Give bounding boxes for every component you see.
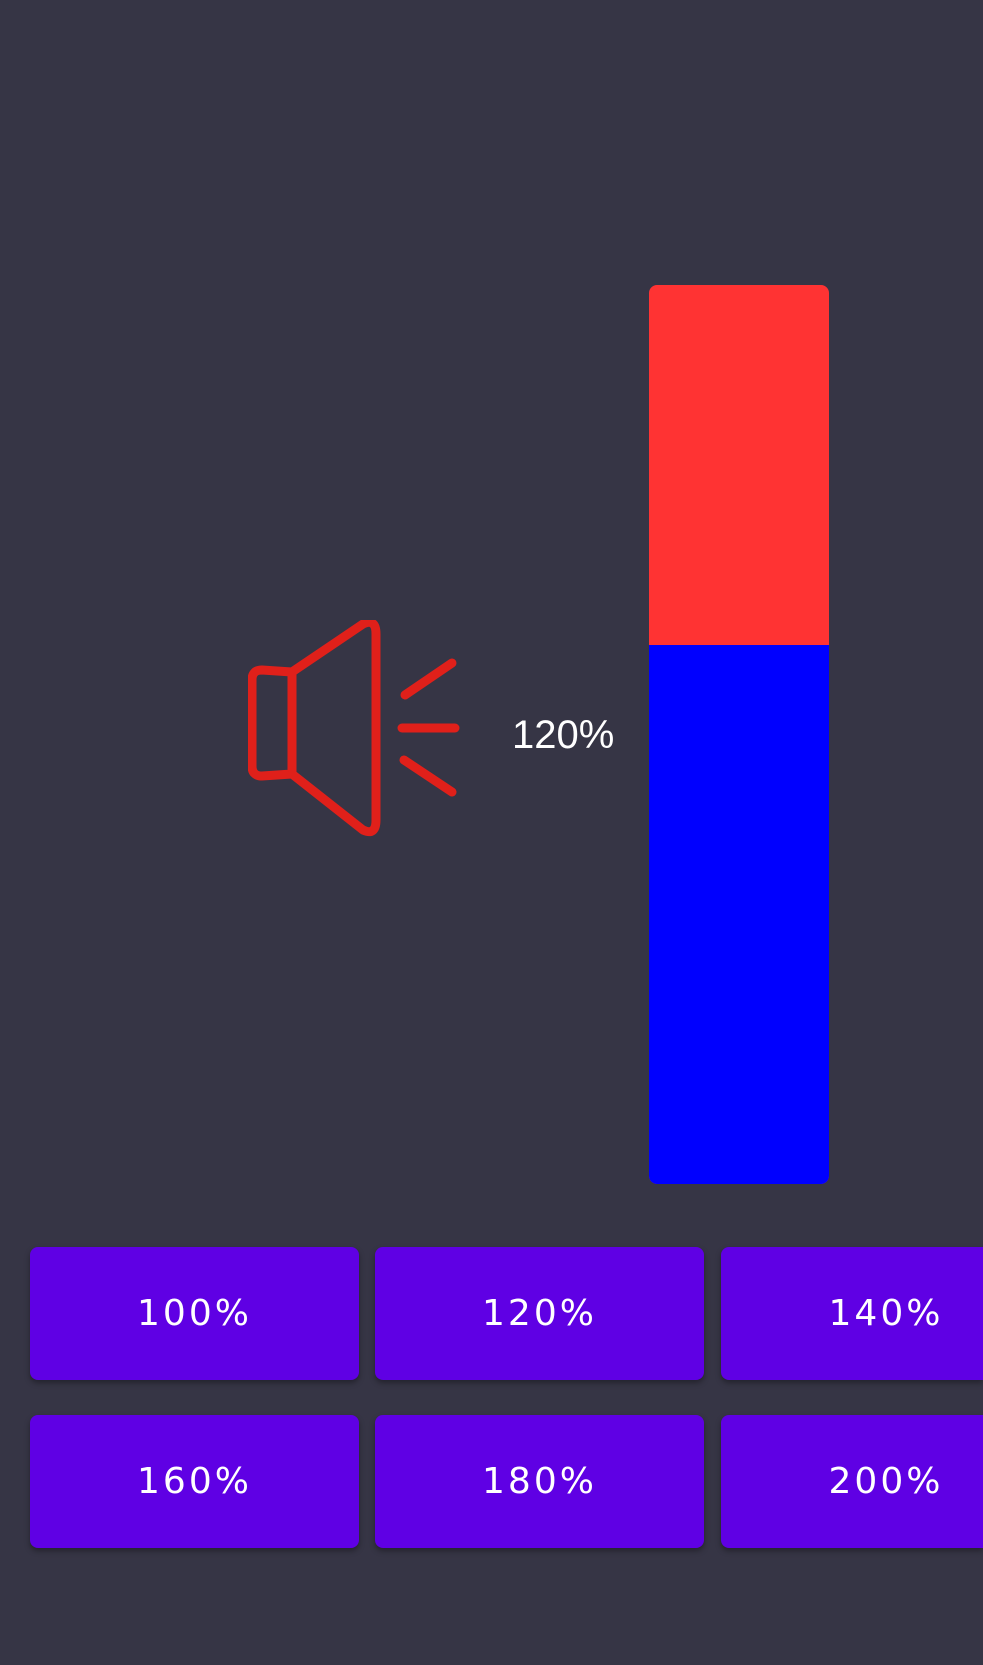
volume-slider[interactable] [649,285,829,1184]
volume-slider-fill [649,644,829,1184]
preset-180-button[interactable]: 180% [375,1415,704,1548]
preset-100-button[interactable]: 100% [30,1247,359,1380]
preset-200-button[interactable]: 200% [721,1415,983,1548]
speaker-icon [247,617,490,840]
preset-160-button[interactable]: 160% [30,1415,359,1548]
preset-140-button[interactable]: 140% [721,1247,983,1380]
volume-level-label: 120% [512,713,615,757]
preset-120-button[interactable]: 120% [375,1247,704,1380]
